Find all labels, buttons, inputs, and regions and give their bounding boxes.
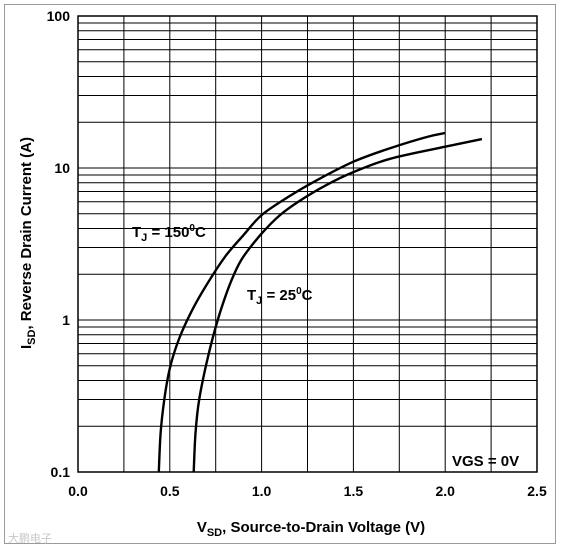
vgs-annotation: VGS = 0V: [452, 453, 519, 470]
x-tick-label: 2.5: [527, 483, 547, 499]
series-label-tj-25: TJ = 250C: [247, 286, 313, 307]
watermark: 大鹏电子: [8, 532, 52, 545]
y-tick-label: 10: [54, 160, 70, 176]
y-tick-label: 100: [47, 8, 71, 24]
series-label-tj-150: TJ = 1500C: [132, 223, 206, 244]
tick-labels: 0.0 0.5 1.0 1.5 2.0 2.5 0.1 1 10 100: [47, 8, 547, 499]
x-tick-label: 2.0: [435, 483, 455, 499]
y-tick-label: 1: [62, 312, 70, 328]
plot-border: [77, 15, 538, 473]
x-tick-label: 0.5: [160, 483, 180, 499]
curve-tj-25: [192, 137, 483, 473]
y-axis-title: ISD, Reverse Drain Current (A): [18, 137, 38, 349]
curve-tj-150: [157, 131, 446, 473]
x-tick-label: 0.0: [68, 483, 88, 499]
y-tick-label: 0.1: [51, 464, 71, 480]
grid-lines: [78, 16, 537, 472]
x-tick-label: 1.5: [344, 483, 364, 499]
chart-frame: [4, 4, 556, 544]
x-axis-title: VSD, Source-to-Drain Voltage (V): [197, 519, 425, 539]
series-curves: [157, 131, 483, 473]
x-tick-label: 1.0: [252, 483, 272, 499]
